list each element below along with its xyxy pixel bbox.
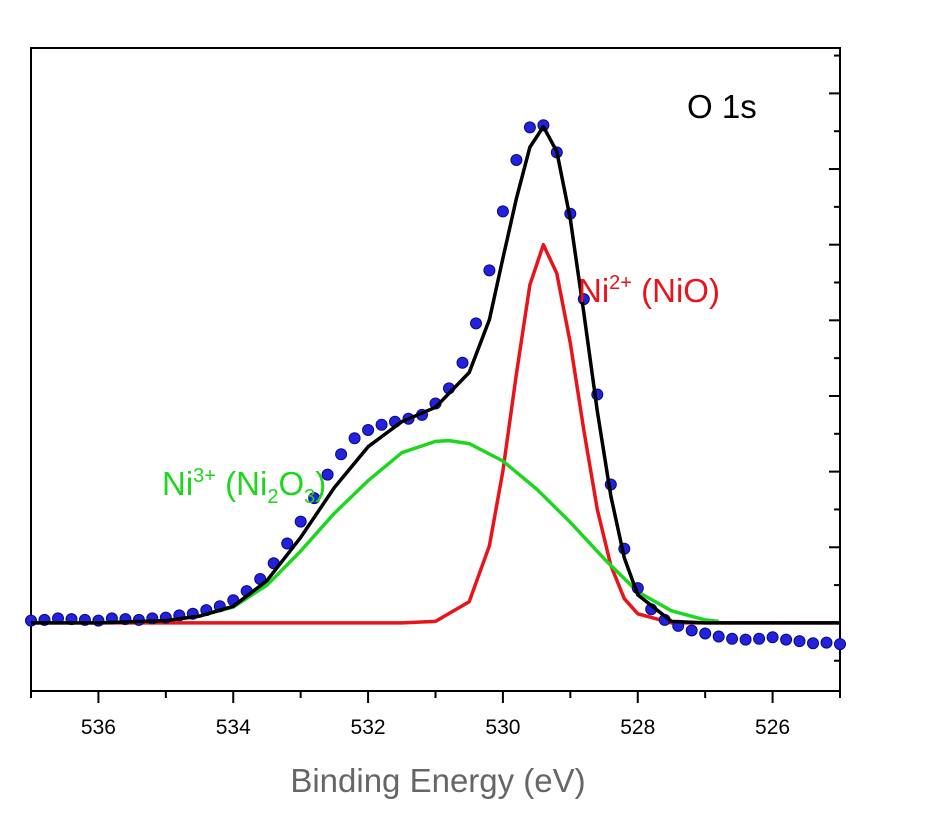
- x-tick-label: 536: [81, 716, 116, 739]
- x-tick-label: 526: [755, 716, 790, 739]
- ni2-annotation: Ni2+ (NiO): [578, 272, 720, 309]
- data-point: [807, 637, 819, 650]
- ni3-annotation: Ni3+ (Ni2O3): [162, 465, 326, 508]
- data-point: [510, 154, 523, 166]
- data-point: [496, 205, 509, 218]
- y-axis-ticks: [829, 54, 840, 662]
- data-point: [766, 631, 779, 644]
- envelope-fit-line: [31, 124, 840, 625]
- data-point: [793, 635, 806, 648]
- ni2-component-line: [31, 242, 840, 625]
- data-point: [470, 317, 482, 330]
- data-point: [321, 468, 334, 481]
- x-axis-title: Binding Energy (eV): [290, 762, 585, 799]
- x-tick-label: 532: [351, 716, 386, 739]
- ni3-annotation-sup: 3+: [193, 465, 216, 487]
- data-point: [308, 492, 321, 505]
- data-point: [483, 264, 496, 277]
- data-point: [685, 624, 698, 637]
- x-tick-label: 528: [620, 716, 655, 739]
- ni3-annotation-sub1: 2: [267, 486, 278, 508]
- ni3-annotation-mid2: O: [278, 465, 304, 502]
- ni2-annotation-rest: (NiO): [632, 272, 720, 309]
- plot-frame: [30, 47, 841, 692]
- data-point: [753, 632, 766, 645]
- data-point: [699, 627, 712, 640]
- data-point: [362, 424, 375, 436]
- data-point: [375, 418, 388, 431]
- data-point: [281, 537, 294, 550]
- data-point: [456, 356, 469, 369]
- x-axis-ticks: 536 534 532 530 528 526: [30, 691, 841, 739]
- data-point: [294, 515, 307, 528]
- data-point: [739, 633, 752, 646]
- ni3-annotation-sub2: 3: [304, 486, 315, 508]
- data-point: [523, 121, 536, 134]
- x-tick-label: 530: [485, 716, 520, 739]
- data-point: [820, 636, 833, 649]
- panel-label: O 1s: [687, 88, 757, 125]
- ni3-annotation-end: ): [315, 465, 326, 502]
- data-point: [780, 633, 793, 646]
- series-layer: [25, 119, 846, 651]
- data-point: [348, 432, 361, 445]
- ni3-annotation-base: Ni: [162, 465, 193, 502]
- x-tick-label: 534: [216, 716, 251, 739]
- data-point: [726, 632, 739, 645]
- ni3-annotation-mid: (Ni: [216, 465, 267, 502]
- ni2-annotation-base: Ni: [578, 272, 609, 309]
- ni2-annotation-sup: 2+: [609, 272, 632, 294]
- data-point: [834, 638, 846, 651]
- data-point: [335, 448, 348, 461]
- data-point: [712, 630, 725, 643]
